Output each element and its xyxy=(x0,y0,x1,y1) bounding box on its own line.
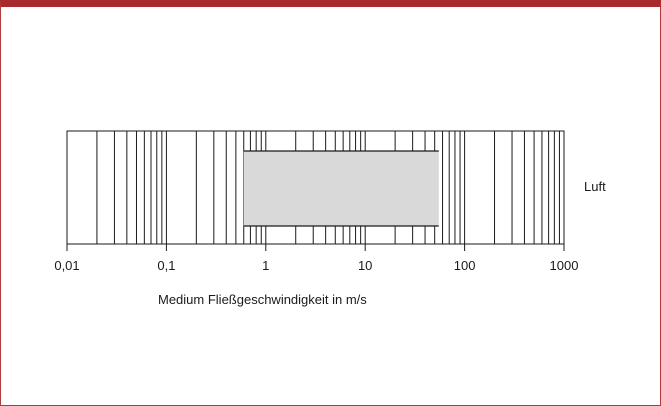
x-tick-label: 0,01 xyxy=(54,258,79,273)
x-tick-label: 1 xyxy=(262,258,269,273)
tick-label-layer: 0,01 0,1 1 10 100 1000 xyxy=(54,258,578,273)
x-tick-label: 0,1 xyxy=(157,258,175,273)
x-tick-label: 1000 xyxy=(550,258,579,273)
range-layer xyxy=(243,150,439,227)
x-axis-label: Medium Fließgeschwindigkeit in m/s xyxy=(158,292,367,307)
x-tick-label: 10 xyxy=(358,258,372,273)
series-label-luft: Luft xyxy=(584,179,606,194)
x-tick-label: 100 xyxy=(454,258,476,273)
range-bar-0 xyxy=(243,151,439,226)
